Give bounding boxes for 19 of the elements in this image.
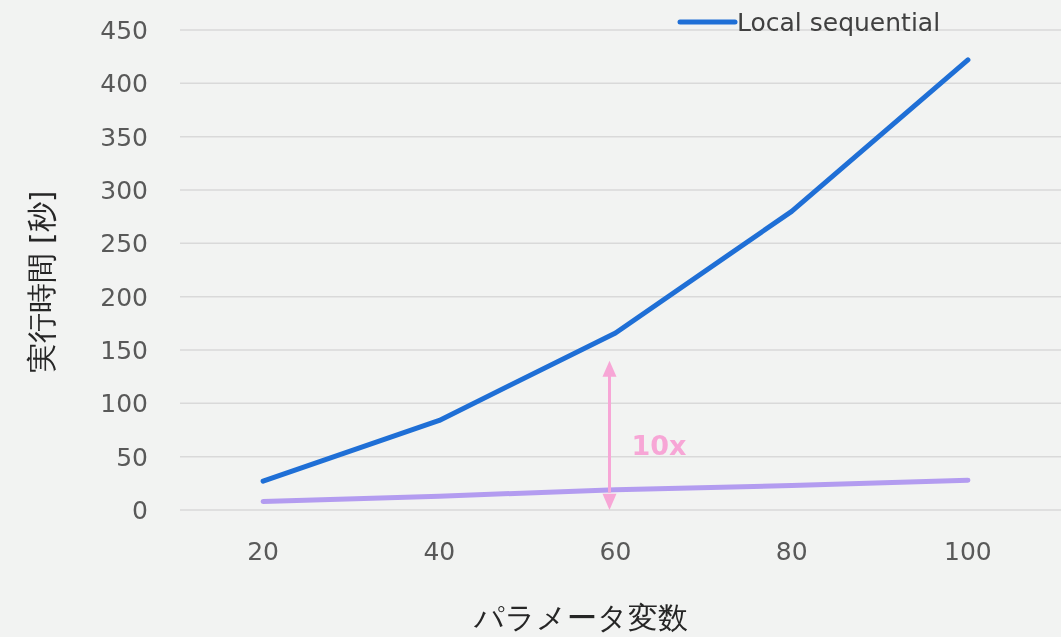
y-tick-label: 50 (116, 442, 148, 472)
x-axis-title: パラメータ変数 (473, 600, 688, 635)
x-tick-label: 80 (775, 537, 808, 566)
x-tick-label: 20 (247, 537, 280, 566)
y-tick-label: 200 (100, 282, 148, 312)
legend-label: Local sequential (737, 8, 941, 37)
y-tick-label: 0 (132, 496, 148, 525)
x-tick-label: 60 (599, 537, 632, 566)
y-tick-label: 150 (100, 336, 148, 365)
y-tick-label: 300 (100, 176, 148, 205)
x-tick-label: 40 (423, 537, 456, 566)
x-tick-label: 100 (944, 537, 992, 566)
y-axis-title: 実行時間 [秒] (24, 190, 59, 374)
y-tick-label: 100 (100, 389, 148, 419)
y-tick-label: 450 (100, 16, 148, 45)
y-tick-label: 250 (100, 229, 148, 259)
y-tick-label: 350 (100, 122, 148, 152)
y-tick-label: 400 (100, 69, 148, 99)
annotation: 10x (631, 429, 687, 461)
